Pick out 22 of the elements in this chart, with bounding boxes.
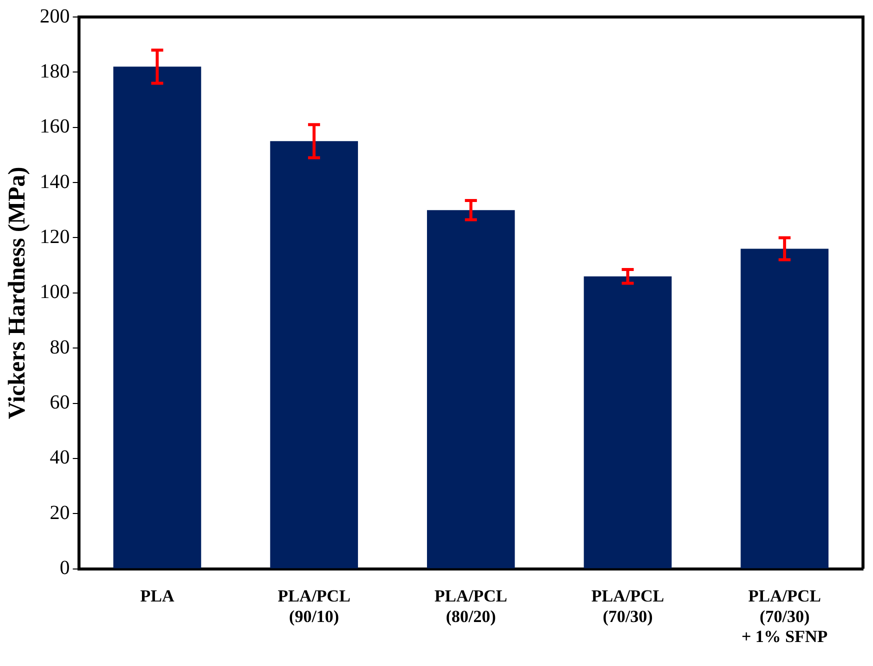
x-tick-label: PLA: [140, 586, 175, 606]
x-tick-label: PLA/PCL (70/30): [591, 586, 664, 626]
y-axis-title: Vickers Hardness (MPa): [4, 166, 31, 420]
y-tick-label: 20: [50, 502, 70, 524]
x-tick-label: PLA/PCL (80/20): [434, 586, 508, 626]
bar: [426, 210, 515, 568]
y-tick-label: 0: [60, 557, 70, 580]
y-tick-label: 160: [40, 116, 70, 138]
bar: [113, 66, 202, 568]
bar: [584, 276, 672, 568]
y-tick-label: 120: [40, 226, 70, 248]
y-tick-label: 200: [40, 5, 70, 28]
bar: [740, 248, 828, 568]
x-tick-label: PLA/PCL (70/30) + 1% SFNP: [741, 586, 828, 646]
y-tick-label: 60: [50, 392, 70, 414]
y-tick-label: 80: [50, 336, 70, 358]
y-tick-label: 140: [40, 170, 70, 193]
bar: [270, 141, 358, 568]
x-tick-label: PLA/PCL (90/10): [278, 586, 350, 626]
y-tick-label: 100: [40, 281, 70, 304]
y-tick-label: 180: [40, 60, 70, 82]
y-tick-label: 40: [50, 446, 70, 469]
